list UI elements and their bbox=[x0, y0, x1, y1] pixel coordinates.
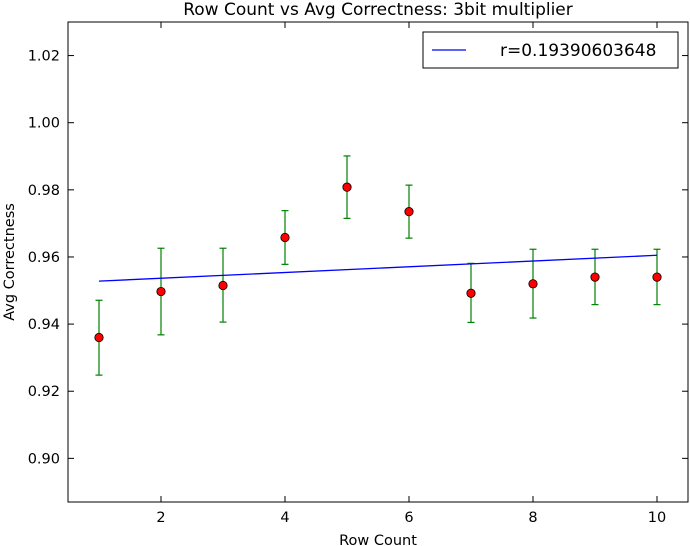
legend-label: r=0.19390603648 bbox=[500, 41, 656, 61]
x-tick-label: 6 bbox=[404, 510, 413, 526]
y-tick-label: 0.94 bbox=[28, 317, 60, 333]
legend: r=0.19390603648 bbox=[422, 31, 679, 69]
x-tick-label: 4 bbox=[280, 510, 289, 526]
data-point bbox=[466, 288, 476, 298]
x-tick-label: 8 bbox=[528, 510, 537, 526]
data-point bbox=[528, 279, 538, 289]
x-tick-label: 2 bbox=[156, 510, 165, 526]
data-point bbox=[156, 286, 166, 297]
y-tick-label: 0.98 bbox=[28, 183, 60, 199]
y-tick-label: 0.92 bbox=[28, 384, 60, 400]
x-tick-label: 10 bbox=[648, 510, 666, 526]
data-marks bbox=[94, 155, 662, 376]
y-tick-label: 0.90 bbox=[28, 451, 60, 467]
data-point bbox=[342, 182, 352, 192]
data-point bbox=[218, 280, 228, 291]
data-point bbox=[652, 272, 662, 282]
data-point bbox=[94, 332, 104, 343]
data-point bbox=[404, 207, 414, 217]
x-axis-label: Row Count bbox=[339, 533, 417, 546]
y-axis-label: Avg Correctness bbox=[2, 203, 18, 321]
y-tick-label: 0.96 bbox=[28, 250, 60, 266]
data-point bbox=[590, 272, 600, 282]
y-tick-label: 1.00 bbox=[28, 116, 60, 132]
regression-line bbox=[98, 254, 658, 282]
data-point bbox=[280, 232, 290, 243]
chart-title: Row Count vs Avg Correctness: 3bit multi… bbox=[183, 0, 573, 20]
plot-area bbox=[67, 21, 689, 503]
y-tick-label: 1.02 bbox=[28, 49, 60, 65]
ticks: 2 4 6 8 10 0.90 0.92 0.94 0.96 0.98 1.00 1.02 bbox=[28, 22, 688, 526]
